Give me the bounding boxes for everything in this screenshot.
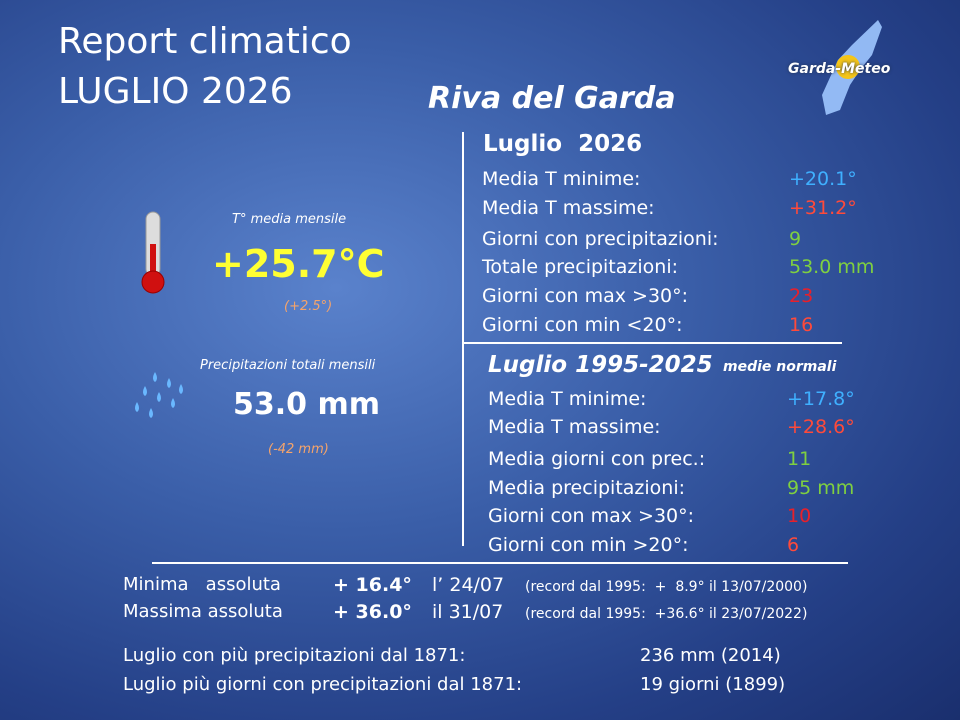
row-label: Totale precipitazioni: — [482, 256, 679, 278]
row-label: Media precipitazioni: — [488, 477, 686, 499]
temp-anomaly: (+2.5°) — [284, 299, 333, 314]
row-value: 9 — [789, 228, 802, 250]
row-value: 95 mm — [787, 477, 855, 499]
row-label: Media T massime: — [482, 197, 655, 219]
temp-label: T° media mensile — [232, 212, 347, 227]
record-note: (record dal 1995: +36.6° il 23/07/2022) — [525, 606, 808, 622]
row-label: Giorni con precipitazioni: — [482, 228, 719, 250]
row-value: 6 — [787, 534, 800, 556]
record-label: Massima assoluta — [123, 601, 283, 622]
row-value: +17.8° — [787, 388, 855, 410]
record-value: + 36.0° — [333, 601, 412, 623]
location: Riva del Garda — [428, 81, 676, 116]
record-label: Minima assoluta — [123, 574, 281, 595]
normals-heading: Luglio 1995-2025 — [488, 352, 713, 378]
record-value: + 16.4° — [333, 574, 412, 596]
precip-value: 53.0 mm — [233, 387, 380, 422]
row-value: 10 — [787, 505, 812, 527]
row-value: +20.1° — [789, 168, 857, 190]
row-value: 11 — [787, 448, 812, 470]
precip-label: Precipitazioni totali mensili — [200, 358, 376, 373]
row-label: Media T minime: — [482, 168, 641, 190]
title-line1: Report climatico — [58, 21, 352, 62]
logo-text: Garda-Meteo — [788, 61, 891, 77]
title-line2: LUGLIO 2026 — [58, 71, 293, 112]
thermometer-icon — [141, 211, 165, 294]
row-value: +28.6° — [787, 416, 855, 438]
row-label: Giorni con max >30°: — [482, 285, 689, 307]
extreme-value: 19 giorni (1899) — [640, 674, 786, 695]
row-label: Media giorni con prec.: — [488, 448, 706, 470]
extreme-value: 236 mm (2014) — [640, 645, 781, 666]
row-value: 53.0 mm — [789, 256, 875, 278]
divider-vertical — [462, 132, 464, 546]
rain-icon — [135, 372, 183, 418]
row-label: Giorni con max >30°: — [488, 505, 695, 527]
record-note: (record dal 1995: + 8.9° il 13/07/2000) — [525, 579, 808, 595]
row-label: Media T massime: — [488, 416, 661, 438]
temp-value: +25.7°C — [212, 242, 385, 286]
row-value: 16 — [789, 314, 814, 336]
extreme-label: Luglio con più precipitazioni dal 1871: — [123, 645, 466, 666]
row-label: Media T minime: — [488, 388, 647, 410]
precip-anomaly: (-42 mm) — [268, 442, 329, 457]
row-label: Giorni con min <20°: — [482, 314, 683, 336]
logo-shape — [822, 20, 882, 115]
normals-subheading: medie normali — [723, 359, 837, 375]
row-label: Giorni con min >20°: — [488, 534, 689, 556]
record-date: il 31/07 — [432, 601, 504, 623]
row-value: 23 — [789, 285, 814, 307]
current-heading: Luglio 2026 — [483, 131, 643, 157]
record-date: l’ 24/07 — [432, 574, 505, 596]
row-value: +31.2° — [789, 197, 857, 219]
extreme-label: Luglio più giorni con precipitazioni dal… — [123, 674, 523, 695]
divider-bottom — [152, 562, 848, 564]
divider-horizontal — [462, 342, 842, 344]
